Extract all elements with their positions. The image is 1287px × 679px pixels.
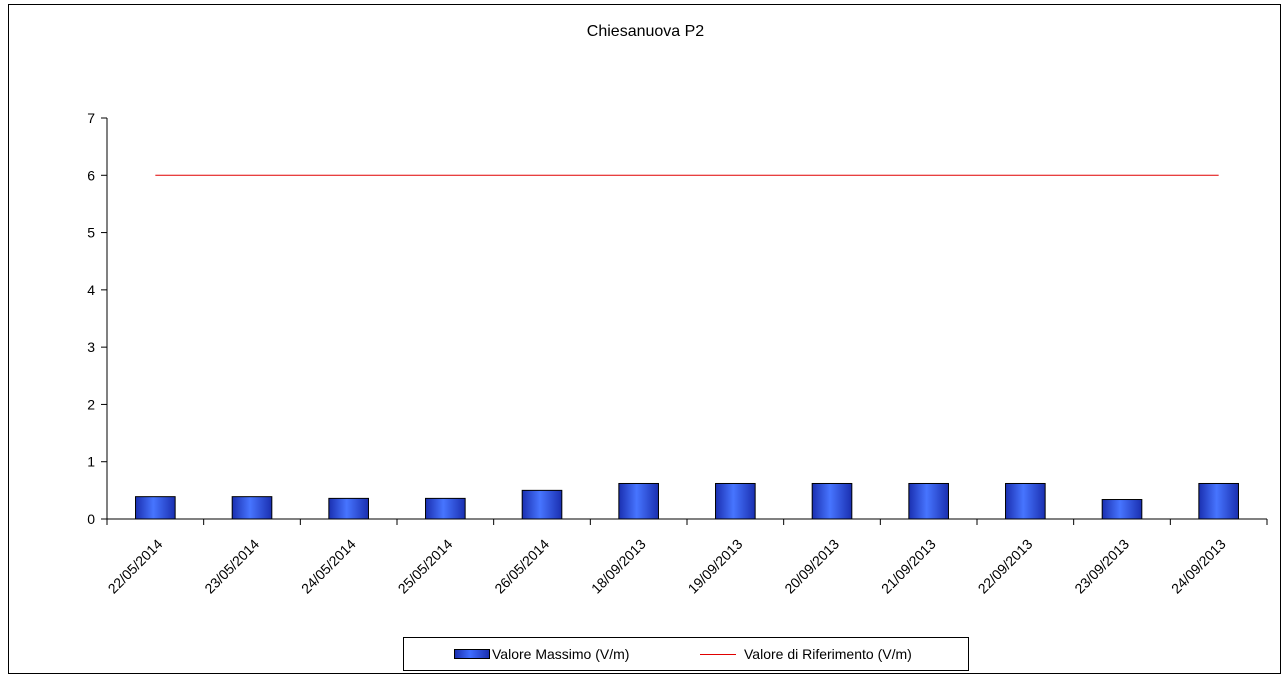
bar: [908, 482, 949, 520]
x-tick-label: 19/09/2013: [685, 536, 746, 597]
bar: [425, 497, 466, 520]
x-tick-label: 22/05/2014: [105, 536, 166, 597]
x-tick-label: 20/09/2013: [781, 536, 842, 597]
legend-label-bar: Valore Massimo (V/m): [492, 646, 630, 662]
bar: [618, 482, 659, 520]
legend-label-line: Valore di Riferimento (V/m): [744, 646, 912, 662]
x-tick-label: 18/09/2013: [588, 536, 649, 597]
legend-item-bar: Valore Massimo (V/m): [454, 646, 629, 662]
bar: [715, 482, 756, 520]
bar: [811, 482, 853, 520]
y-tick-label: 0: [87, 511, 95, 527]
legend-item-line: Valore di Riferimento (V/m): [700, 646, 912, 662]
y-tick-label: 7: [87, 110, 95, 126]
bar: [1101, 499, 1143, 520]
legend-line-swatch: [700, 653, 736, 655]
legend-bar-swatch: [454, 649, 490, 659]
y-tick-label: 2: [87, 396, 95, 412]
y-tick-label: 4: [87, 282, 95, 298]
x-tick-label: 21/09/2013: [878, 536, 939, 597]
chart-plot: 0 1 2 3 4 5 6 7 22/05/2014 23/05/2014 24/05/2014 25…: [87, 110, 1268, 597]
x-tick-label: 26/05/2014: [491, 536, 552, 597]
bar: [328, 497, 369, 520]
x-tick-label: 24/09/2013: [1168, 536, 1229, 597]
bar: [1198, 482, 1239, 520]
y-tick-label: 3: [87, 339, 95, 355]
x-tick-label: 23/05/2014: [201, 536, 262, 597]
chart-title: Chiesanuova P2: [586, 23, 705, 40]
x-tick-label: 22/09/2013: [975, 536, 1036, 597]
y-tick-label: 5: [87, 225, 95, 241]
x-tick-label: 25/05/2014: [395, 536, 456, 597]
bar: [135, 496, 176, 520]
x-tick-label: 23/09/2013: [1071, 536, 1132, 597]
x-tick-label: 24/05/2014: [298, 536, 359, 597]
bar: [231, 496, 273, 520]
y-tick-label: 1: [87, 454, 95, 470]
chart-legend: Valore Massimo (V/m) Valore di Riferimen…: [403, 637, 969, 671]
y-tick-label: 6: [87, 167, 95, 183]
chart-frame: Chiesanuova P2 0 1 2 3 4 5 6 7 22/05/2014 23/05/2…: [8, 4, 1281, 674]
bar: [521, 489, 563, 520]
bar: [1005, 482, 1046, 520]
